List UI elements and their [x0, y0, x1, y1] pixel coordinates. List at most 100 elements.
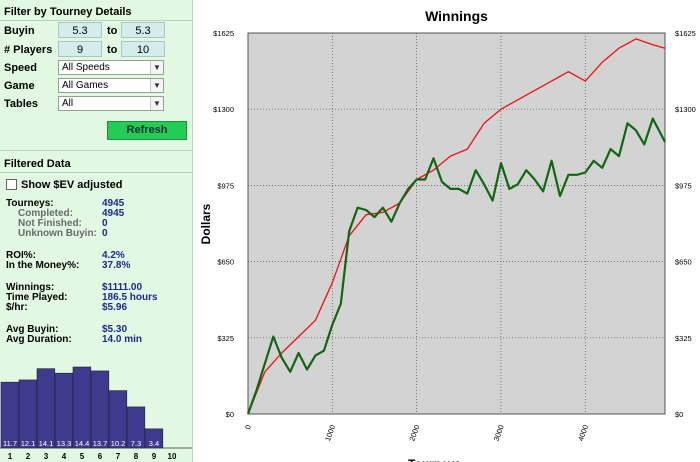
speed-select[interactable]: All Speeds ▼ — [58, 60, 164, 75]
finish-position-histogram: 11.7 1 12.1 2 14.1 3 13.3 4 14.4 5 13.7 6 10.2 7 7.3 8 3… — [0, 366, 192, 461]
stat-value: 0 — [102, 218, 108, 229]
x-tick-label: 4000 — [576, 424, 590, 443]
stat-label: In the Money%: — [6, 260, 80, 271]
histogram-position-label: 7 — [116, 452, 121, 461]
histogram-position-label: 10 — [168, 452, 177, 461]
stat-value: 0 — [102, 228, 108, 239]
histogram-position-label: 9 — [152, 452, 157, 461]
divider — [0, 150, 192, 151]
histogram-value-label: 7.3 — [131, 439, 141, 448]
winnings-line-green — [246, 117, 666, 415]
histogram-value-label: 14.1 — [39, 439, 54, 448]
players-min-input[interactable]: 9 — [58, 41, 102, 57]
ev-adjusted-label: Show $EV adjusted — [21, 179, 123, 191]
stat-label: Not Finished: — [18, 218, 82, 229]
stat-value: 4945 — [102, 198, 125, 209]
divider — [0, 172, 192, 173]
y-tick-label-left: $325 — [217, 334, 234, 343]
game-select[interactable]: All Games ▼ — [58, 78, 164, 93]
histogram-value-label: 14.4 — [75, 439, 90, 448]
histogram-bar — [72, 366, 92, 449]
tables-select[interactable]: All ▼ — [58, 96, 164, 111]
stat-value: $5.96 — [102, 302, 128, 313]
histogram-position-label: 8 — [134, 452, 139, 461]
y-tick-label-left: $1625 — [213, 29, 234, 38]
stat-value: 4945 — [102, 208, 125, 219]
speed-select-value: All Speeds — [62, 62, 110, 73]
histogram-value-label: 3.4 — [149, 439, 159, 448]
histogram-value-label: 12.1 — [21, 439, 36, 448]
stat-label: ROI%: — [6, 250, 36, 261]
x-tick-label: 0 — [243, 424, 253, 431]
players-label: # Players — [4, 44, 53, 56]
y-tick-label-right: $0 — [675, 410, 683, 419]
stat-label: Completed: — [18, 208, 73, 219]
histogram-position-label: 4 — [62, 452, 67, 461]
buyin-max-input[interactable]: 5.3 — [121, 22, 165, 38]
chart-title: Winnings — [425, 8, 488, 24]
stat-label: Unknown Buyin: — [18, 228, 97, 239]
winnings-chart: Winnings Dollars Tourneys $0 $0 $325 $325 $650 $… — [199, 8, 696, 462]
filtered-section-title: Filtered Data — [4, 158, 71, 170]
speed-label: Speed — [4, 62, 38, 74]
histogram-position-label: 5 — [80, 452, 85, 461]
chevron-down-icon[interactable]: ▼ — [150, 61, 163, 74]
histogram-value-label: 13.3 — [57, 439, 72, 448]
players-max-input[interactable]: 10 — [121, 41, 165, 57]
stat-value: $5.30 — [102, 324, 128, 335]
histogram-position-label: 6 — [98, 452, 103, 461]
histogram-position-label: 3 — [44, 452, 49, 461]
stat-value: $1111.00 — [102, 282, 143, 293]
refresh-button[interactable]: Refresh — [107, 121, 187, 140]
divider — [0, 20, 192, 21]
stat-value: 186.5 hours — [102, 292, 158, 303]
stat-label: Avg Buyin: — [6, 324, 59, 335]
x-tick-label: 3000 — [492, 424, 506, 443]
x-tick-label: 1000 — [323, 424, 337, 443]
stat-value: 14.0 min — [102, 334, 143, 345]
y-tick-label-left: $0 — [226, 410, 234, 419]
histogram-position-label: 2 — [26, 452, 31, 461]
y-tick-label-right: $1625 — [675, 29, 696, 38]
histogram-bar — [90, 370, 110, 449]
x-tick-label: 2000 — [407, 424, 421, 443]
tables-label: Tables — [4, 98, 39, 110]
histogram-value-label: 11.7 — [3, 439, 17, 448]
y-axis-label: Dollars — [199, 203, 213, 244]
histogram-position-label: 1 — [8, 452, 13, 461]
stat-label: Winnings: — [6, 282, 55, 293]
y-tick-label-right: $650 — [675, 258, 692, 267]
chevron-down-icon[interactable]: ▼ — [150, 97, 163, 110]
stat-label: Tourneys: — [6, 198, 54, 209]
players-to-label: to — [107, 44, 118, 56]
ev-adjusted-checkbox[interactable] — [6, 179, 17, 190]
y-tick-label-right: $1300 — [675, 105, 696, 114]
buyin-to-label: to — [107, 25, 118, 37]
y-tick-label-left: $1300 — [213, 105, 234, 114]
stat-label: Avg Duration: — [6, 334, 72, 345]
histogram-bar — [54, 372, 74, 449]
buyin-label: Buyin — [4, 25, 35, 37]
chevron-down-icon[interactable]: ▼ — [150, 79, 163, 92]
y-tick-label-left: $975 — [217, 181, 234, 190]
tables-select-value: All — [62, 98, 74, 109]
game-label: Game — [4, 80, 35, 92]
filter-panel: Filter by Tourney Details Buyin 5.3 to 5… — [0, 0, 193, 462]
filter-section-title: Filter by Tourney Details — [4, 6, 132, 18]
histogram-bar — [36, 368, 56, 449]
stat-value: 37.8% — [102, 260, 131, 271]
x-axis-label: Tourneys — [408, 457, 461, 462]
stat-label: Time Played: — [6, 292, 68, 303]
stat-label: $/hr: — [6, 302, 28, 313]
y-tick-label-right: $325 — [675, 334, 692, 343]
winnings-line-red — [247, 38, 666, 415]
histogram-value-label: 13.7 — [93, 439, 108, 448]
y-tick-label-right: $975 — [675, 181, 692, 190]
buyin-min-input[interactable]: 5.3 — [58, 22, 102, 38]
histogram-value-label: 10.2 — [111, 439, 126, 448]
histogram-bar — [18, 379, 38, 449]
plot-area — [247, 32, 666, 415]
game-select-value: All Games — [62, 80, 109, 91]
y-tick-label-left: $650 — [217, 258, 234, 267]
stat-value: 4.2% — [102, 250, 125, 261]
